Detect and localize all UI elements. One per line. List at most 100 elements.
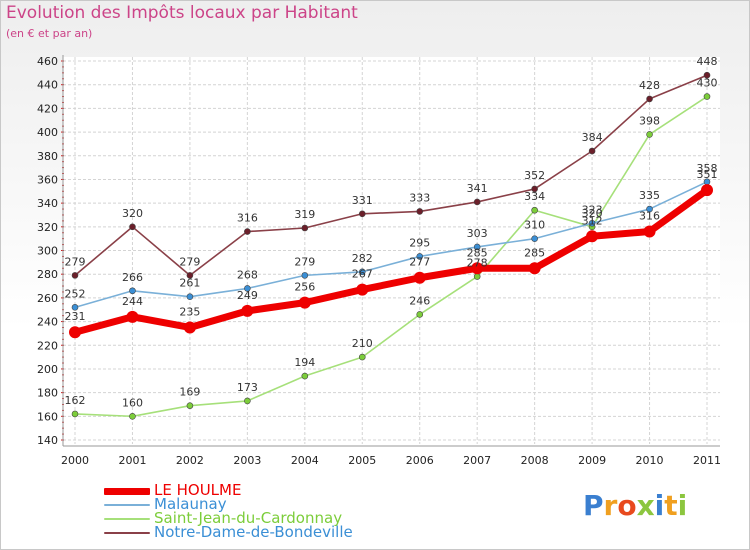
x-tick-label: 2006 (406, 454, 434, 467)
data-point (71, 272, 79, 279)
data-label: 430 (697, 77, 718, 90)
y-tick-label: 440 (37, 79, 58, 92)
data-point (473, 243, 481, 251)
data-label: 334 (524, 190, 545, 203)
data-label: 279 (294, 255, 315, 268)
data-point (703, 71, 711, 79)
data-label: 335 (639, 189, 660, 202)
y-tick-label: 300 (37, 245, 58, 258)
data-label: 333 (409, 191, 430, 204)
data-label: 235 (179, 305, 200, 318)
logo-letter: i (677, 489, 688, 522)
legend: LE HOULME Malaunay Saint-Jean-du-Cardonn… (104, 482, 404, 541)
logo-letter: x (636, 489, 655, 522)
data-point (531, 185, 538, 193)
x-tick-label: 2005 (348, 454, 376, 467)
data-label: 398 (639, 114, 660, 127)
data-point (301, 272, 309, 279)
data-label: 316 (639, 210, 660, 223)
data-point (473, 273, 481, 280)
data-label: 266 (122, 271, 143, 284)
data-label: 285 (524, 246, 545, 259)
data-label: 261 (179, 277, 200, 290)
data-point (186, 402, 194, 409)
data-label: 210 (352, 337, 373, 350)
data-point (69, 326, 81, 339)
data-label: 319 (294, 208, 315, 221)
data-point (416, 253, 424, 260)
data-point (531, 235, 538, 242)
y-tick-label: 360 (37, 173, 58, 186)
data-label: 352 (524, 169, 545, 182)
y-tick-label: 200 (37, 363, 58, 376)
data-label: 320 (582, 207, 603, 220)
chart-subtitle: (en € et par an) (6, 27, 93, 40)
series-line-2 (74, 95, 708, 418)
data-point (528, 262, 541, 275)
data-label: 323 (582, 203, 603, 216)
data-point (129, 413, 136, 420)
data-label: 320 (122, 207, 143, 220)
proxiti-logo: Proxiti (583, 489, 687, 522)
data-label: 249 (237, 289, 258, 302)
logo-letter: o (617, 489, 637, 522)
data-point (473, 198, 481, 206)
data-point (244, 285, 251, 292)
data-label: 448 (697, 55, 718, 68)
x-tick-label: 2009 (578, 454, 606, 467)
x-tick-label: 2008 (521, 454, 549, 467)
data-point (298, 296, 311, 309)
data-point (241, 304, 254, 317)
y-tick-label: 140 (37, 434, 58, 447)
y-tick-label: 380 (37, 150, 58, 163)
data-point (129, 223, 136, 231)
data-label: 331 (352, 194, 373, 207)
series-line-3 (74, 74, 708, 277)
legend-label: Malaunay (154, 495, 227, 513)
data-label: 282 (352, 252, 373, 265)
data-point (646, 205, 653, 213)
data-point (701, 184, 713, 197)
data-point (588, 147, 596, 155)
y-tick-label: 260 (37, 292, 58, 305)
data-point (358, 210, 366, 218)
data-label: 194 (294, 356, 315, 369)
data-label: 428 (639, 79, 660, 92)
data-label: 267 (352, 268, 373, 281)
data-point (416, 311, 424, 318)
legend-label: Saint-Jean-du-Cardonnay (154, 509, 343, 527)
data-point (531, 206, 538, 214)
data-point (129, 287, 136, 295)
data-point (301, 372, 309, 380)
data-point (358, 353, 366, 361)
data-point (416, 208, 424, 215)
data-point (183, 321, 196, 334)
data-point (244, 397, 251, 405)
legend-swatch (104, 488, 150, 495)
logo-letter: P (583, 489, 604, 522)
y-tick-label: 220 (37, 339, 58, 352)
data-label: 256 (294, 281, 315, 294)
data-point (646, 95, 653, 103)
legend-item-saint-jean-du-cardonnay: Saint-Jean-du-Cardonnay (104, 509, 404, 527)
legend-item-notre-dame-de-bondeville: Notre-Dame-de-Bondeville (104, 523, 404, 541)
legend-label: Notre-Dame-de-Bondeville (154, 523, 353, 541)
data-point (244, 228, 251, 235)
y-tick-label: 280 (37, 268, 58, 281)
data-label: 231 (65, 310, 86, 323)
data-point (703, 93, 711, 100)
x-tick-label: 2002 (176, 454, 204, 467)
data-point (646, 131, 653, 138)
data-label: 303 (467, 227, 488, 240)
data-label: 341 (467, 182, 488, 195)
data-label: 268 (237, 268, 258, 281)
data-label: 312 (582, 214, 603, 227)
logo-letter: i (654, 489, 665, 522)
y-tick-label: 420 (37, 102, 58, 115)
data-label: 310 (524, 219, 545, 232)
data-label: 160 (122, 396, 143, 409)
data-point (586, 230, 599, 243)
y-tick-label: 180 (37, 387, 58, 400)
data-point (126, 310, 139, 323)
data-label: 246 (409, 294, 430, 307)
